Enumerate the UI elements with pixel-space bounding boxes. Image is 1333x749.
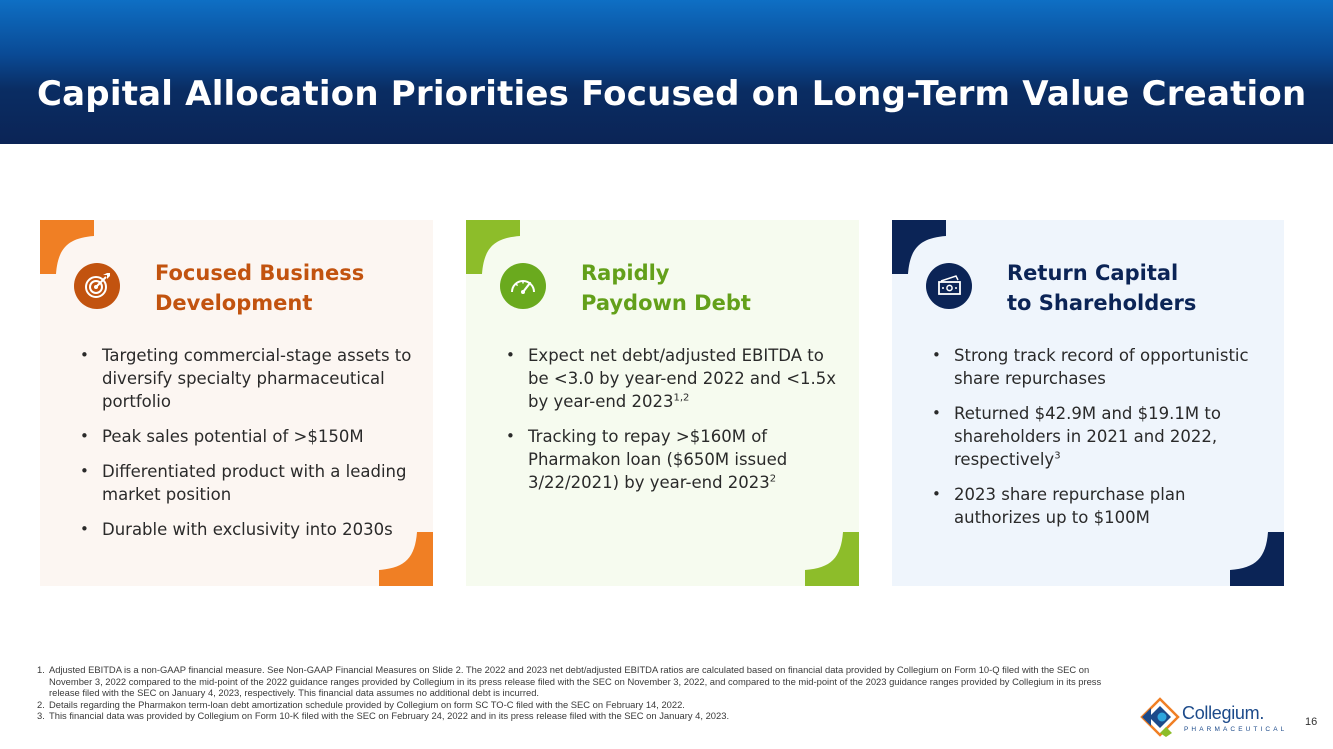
corner-accent-top-left	[466, 220, 520, 274]
bullet-item: Tracking to repay >$160M of Pharmakon lo…	[506, 425, 842, 494]
card-title: Focused Business Development	[155, 258, 364, 318]
page-number: 16	[1305, 716, 1318, 728]
bullet-text: 2023 share repurchase plan authorizes up…	[954, 485, 1186, 527]
footnote-ref: 3	[1054, 450, 1061, 462]
bullet-item: 2023 share repurchase plan authorizes up…	[932, 483, 1268, 529]
logo-subtitle: PHARMACEUTICAL	[1184, 726, 1288, 733]
footnote-text: Details regarding the Pharmakon term-loa…	[49, 698, 685, 710]
money-icon	[926, 263, 972, 309]
bullet-list: Targeting commercial-stage assets to div…	[80, 344, 416, 553]
bullet-list: Strong track record of opportunistic sha…	[932, 344, 1268, 541]
speedometer-icon	[500, 263, 546, 309]
bullet-text: Tracking to repay >$160M of Pharmakon lo…	[528, 427, 788, 492]
footnote-ref: 1,2	[673, 392, 690, 404]
card-title-line: to Shareholders	[1007, 291, 1197, 315]
card-title-line: Rapidly	[581, 261, 670, 285]
footnote-text: Adjusted EBITDA is a non-GAAP financial …	[49, 664, 1102, 698]
corner-accent-bottom-right	[805, 532, 859, 586]
footnote-number: 1.	[37, 664, 45, 675]
footnote-number: 2.	[37, 698, 45, 710]
corner-accent-bottom-right	[379, 532, 433, 586]
header-banner: Capital Allocation Priorities Focused on…	[0, 0, 1333, 144]
bullet-text: Strong track record of opportunistic sha…	[954, 346, 1249, 388]
bullet-item: Strong track record of opportunistic sha…	[932, 344, 1268, 390]
footnote-text: This financial data was provided by Coll…	[49, 710, 730, 721]
footnote: 1. Adjusted EBITDA is a non-GAAP financi…	[37, 664, 1117, 699]
card-paydown-debt: Rapidly Paydown Debt Expect net debt/adj…	[466, 220, 859, 586]
corner-accent-top-left	[892, 220, 946, 274]
card-title-line: Return Capital	[1007, 261, 1179, 285]
logo-mark-icon	[1140, 697, 1180, 737]
footnotes: 1. Adjusted EBITDA is a non-GAAP financi…	[37, 664, 1117, 722]
card-business-development: Focused Business Development Targeting c…	[40, 220, 433, 586]
footnote: 3. This financial data was provided by C…	[37, 710, 1117, 722]
footnote-ref: 2	[769, 473, 777, 485]
card-title-line: Paydown Debt	[581, 291, 751, 315]
bullet-item: Differentiated product with a leading ma…	[80, 460, 416, 506]
footnote-number: 3.	[37, 710, 45, 721]
bullet-item: Peak sales potential of >$150M	[80, 425, 416, 448]
footnote: 2. Details regarding the Pharmakon term-…	[37, 699, 1117, 711]
card-return-capital: Return Capital to Shareholders Strong tr…	[892, 220, 1284, 586]
bullet-text: Expect net debt/adjusted EBITDA to be <3…	[528, 346, 837, 411]
card-title-line: Development	[155, 291, 313, 315]
bullet-text: Returned $42.9M and $19.1M to shareholde…	[954, 404, 1221, 469]
logo-name: Collegium.	[1182, 703, 1265, 723]
bullet-item: Durable with exclusivity into 2030s	[80, 518, 416, 541]
bullet-list: Expect net debt/adjusted EBITDA to be <3…	[506, 344, 842, 506]
bullet-item: Returned $42.9M and $19.1M to shareholde…	[932, 402, 1268, 471]
card-title: Rapidly Paydown Debt	[581, 258, 751, 318]
bullet-item: Expect net debt/adjusted EBITDA to be <3…	[506, 344, 842, 413]
page-title: Capital Allocation Priorities Focused on…	[37, 74, 1307, 114]
company-logo: Collegium. PHARMACEUTICAL	[1140, 697, 1284, 737]
card-title-line: Focused Business	[155, 261, 365, 285]
corner-accent-top-left	[40, 220, 94, 274]
corner-accent-bottom-right	[1230, 532, 1284, 586]
target-icon	[74, 263, 120, 309]
card-title: Return Capital to Shareholders	[1007, 258, 1196, 318]
bullet-item: Targeting commercial-stage assets to div…	[80, 344, 416, 413]
